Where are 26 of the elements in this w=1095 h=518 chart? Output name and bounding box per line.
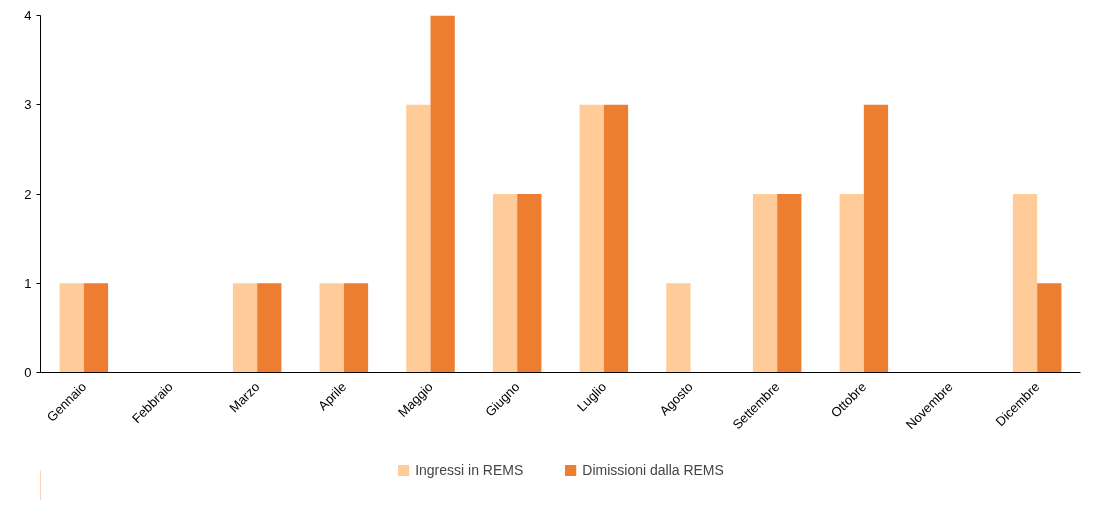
bar — [752, 194, 778, 373]
bar — [1012, 194, 1038, 373]
bar — [863, 104, 889, 373]
y-tick-label: 2 — [24, 186, 32, 202]
bar — [83, 283, 109, 373]
bar — [343, 283, 369, 373]
bar — [430, 15, 455, 373]
legend-label: Ingressi in REMS — [415, 462, 524, 478]
bar — [839, 194, 864, 373]
bar — [59, 283, 84, 373]
bar — [406, 104, 431, 373]
bar — [603, 104, 629, 373]
bar — [1037, 283, 1062, 373]
bar — [232, 283, 258, 373]
y-tick-label: 1 — [24, 275, 32, 291]
bar — [517, 194, 542, 373]
bar — [777, 194, 802, 373]
y-tick-label: 4 — [24, 8, 32, 23]
legend-label: Dimissioni dalla REMS — [582, 462, 724, 478]
bar — [492, 194, 518, 373]
bar — [319, 283, 344, 373]
bar — [257, 283, 282, 373]
bar — [579, 104, 604, 373]
y-tick-label: 0 — [24, 365, 32, 380]
y-tick-label: 3 — [24, 97, 32, 113]
bar — [666, 283, 691, 373]
